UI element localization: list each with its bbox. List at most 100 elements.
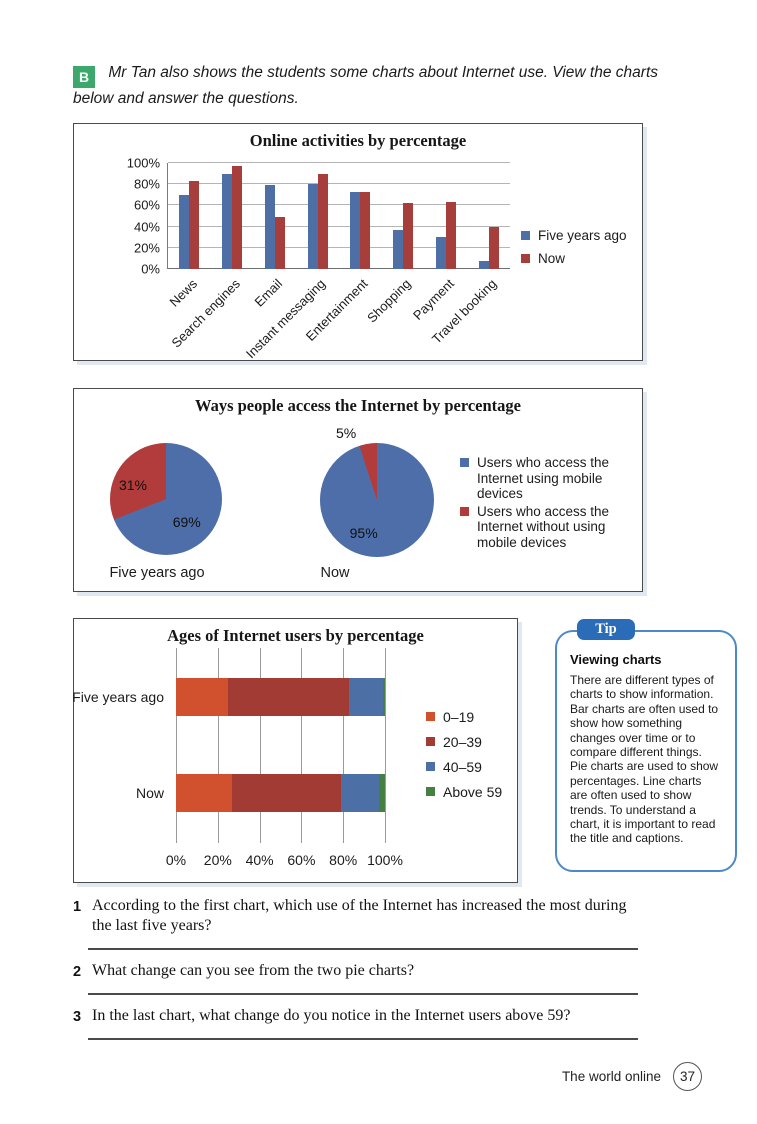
y-axis-tick: 60% (133, 197, 160, 213)
gridline (168, 183, 510, 185)
legend-item: 0–19 (426, 709, 502, 725)
x-axis-tick: 100% (367, 852, 403, 868)
legend-label: 40–59 (443, 759, 482, 775)
gridline (168, 162, 510, 163)
internet-access-pie-panel: Ways people access the Internet by perce… (73, 388, 643, 592)
bar-five-years-ago (222, 173, 233, 269)
legend-item: 40–59 (426, 759, 502, 775)
legend-swatch (460, 506, 469, 516)
y-axis-tick: 100% (126, 155, 160, 171)
bar-groups: News Search engines Email Instant messaging… (166, 163, 510, 361)
stacked-chart-plot: 0% 20% 40% 60% 80% 100% Five years ago Now (72, 648, 403, 868)
gridline (176, 648, 177, 843)
bar-five-years-ago (179, 194, 190, 269)
legend-item: 20–39 (426, 734, 502, 750)
legend-label: Now (538, 251, 566, 266)
online-activities-chart-panel: Online activities by percentage 0% 20% 40%… (73, 123, 643, 361)
question-text: In the last chart, what change do you no… (92, 1007, 571, 1024)
segment-Above-59 (382, 678, 385, 716)
bar-now (360, 191, 371, 269)
legend-label: Above 59 (443, 784, 503, 800)
bar-now (189, 181, 200, 269)
bar-five-years-ago (307, 184, 318, 269)
bar-now (488, 226, 499, 269)
x-axis-tick: 80% (329, 852, 358, 868)
bar-chart-plot: 0% 20% 40% 60% 80% 100% News Search engines Emai… (127, 156, 510, 361)
bar-five-years-ago (393, 229, 404, 269)
bar-five-years-ago (435, 237, 446, 269)
segment-40–59 (341, 774, 379, 812)
gridline (168, 225, 510, 227)
bar-now (274, 217, 285, 269)
pie-slice-label: 5% (336, 425, 357, 441)
page-number-badge: 37 (673, 1062, 702, 1091)
category-label: Now (135, 785, 164, 801)
question-number: 1 (73, 899, 82, 915)
segment-20–39 (228, 678, 350, 716)
gridline (259, 648, 261, 843)
x-axis-tick: 60% (287, 852, 316, 868)
gridline (385, 648, 386, 843)
intro-section: B Mr Tan also shows the students some ch… (73, 62, 665, 109)
tip-body: There are different types of charts to s… (570, 673, 719, 846)
segment-20–39 (232, 774, 342, 812)
legend-swatch (521, 231, 530, 240)
page-footer: The world online 37 (472, 1062, 702, 1091)
bar-five-years-ago (264, 185, 275, 269)
legend-label: 0–19 (443, 709, 475, 725)
bar-five-years-ago (350, 191, 361, 269)
y-axis-tick: 40% (133, 219, 160, 235)
x-axis-label: News (166, 276, 200, 310)
answer-line (88, 993, 638, 995)
segment-40–59 (349, 678, 383, 716)
segment-0–19 (176, 678, 229, 716)
gridline (301, 648, 303, 843)
question: 3 In the last chart, what change do you n… (72, 1006, 638, 1026)
pie-slice-label: 95% (349, 525, 378, 542)
bar-group: Travel booking (429, 163, 510, 347)
segment-Above-59 (378, 774, 385, 812)
question-number: 2 (73, 964, 82, 980)
answer-line (88, 1038, 638, 1040)
legend-label: 20–39 (443, 734, 482, 750)
pie-slice-label: 69% (172, 513, 201, 530)
bar-group: Entertainment (303, 163, 382, 344)
y-axis-tick: 80% (133, 176, 160, 192)
legend-item: Now (521, 251, 627, 267)
question-text: According to the first chart, which use … (92, 897, 627, 934)
stacked-chart-title: Ages of Internet users by percentage (167, 626, 424, 645)
pie-now: 5% 95% (320, 425, 434, 557)
pie-chart-title: Ways people access the Internet by perce… (195, 396, 521, 415)
question: 1 According to the first chart, which use… (72, 896, 638, 936)
question-number: 3 (73, 1009, 82, 1025)
x-axis-tick: 20% (203, 852, 232, 868)
x-axis-label: Shopping (364, 276, 414, 326)
category-label: Five years ago (72, 689, 164, 705)
legend-label: Users who access the Internet using mobi… (477, 455, 610, 501)
stacked-bar: Now (136, 774, 385, 812)
pie-caption: Now (320, 565, 350, 581)
bar-group: Payment (410, 163, 468, 323)
section-b-badge: B (73, 66, 95, 88)
x-axis-tick: 40% (245, 852, 274, 868)
bar-five-years-ago (478, 260, 489, 269)
bar-now (317, 173, 328, 269)
bar-chart-title: Online activities by percentage (249, 131, 467, 150)
footer-chapter: The world online (561, 1069, 661, 1084)
ages-stacked-chart-panel: Ages of Internet users by percentage 0% 2… (72, 618, 518, 883)
bar-group: Search engines (168, 163, 254, 350)
bar-now (232, 166, 243, 269)
pie-chart-legend: Users who access the Internet using mobi… (460, 455, 632, 552)
questions-list: 1 According to the first chart, which use… (72, 896, 638, 1051)
bar-now (403, 203, 414, 269)
question-text: What change can you see from the two pie… (92, 962, 415, 979)
bar-chart-legend: Five years ago Now (521, 228, 627, 274)
legend-item: Five years ago (521, 228, 627, 244)
y-axis-tick: 0% (141, 261, 160, 277)
answer-line (88, 948, 638, 950)
gridline (168, 268, 510, 269)
bar-group: News (166, 163, 211, 310)
legend-swatch (460, 458, 469, 467)
gridline (343, 648, 345, 843)
